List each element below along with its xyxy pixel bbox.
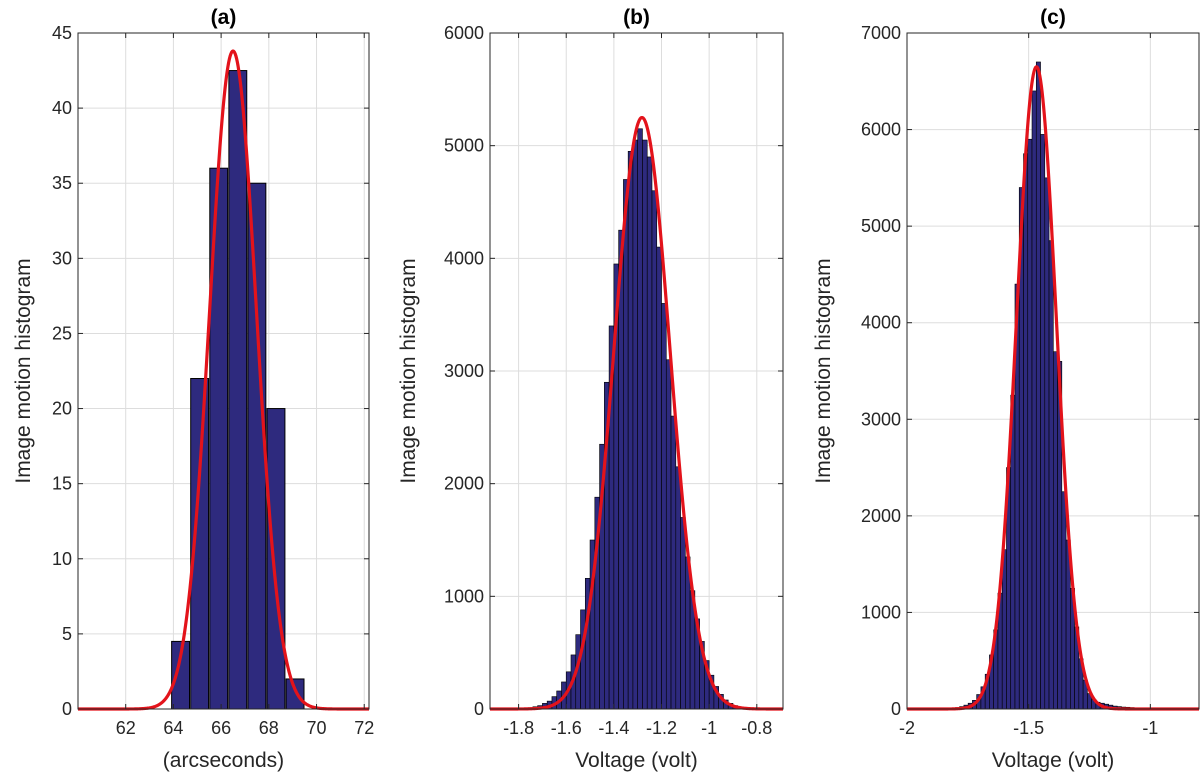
y-tick-label: 5000 xyxy=(861,216,901,236)
histogram-bar xyxy=(680,517,686,710)
y-tick-label: 15 xyxy=(52,474,72,494)
panel-title: (a) xyxy=(211,6,237,29)
histogram-bar xyxy=(637,128,643,710)
x-tick-label: -1.6 xyxy=(551,718,582,738)
y-tick-label: 7000 xyxy=(861,23,901,43)
y-tick-label: 35 xyxy=(52,173,72,193)
x-tick-label: -1 xyxy=(701,718,717,738)
y-tick-label: 40 xyxy=(52,98,72,118)
x-tick-label: -1.8 xyxy=(503,718,534,738)
gaussian-fit-line xyxy=(489,115,784,711)
x-tick-label: -1.4 xyxy=(598,718,629,738)
histogram-bar xyxy=(642,139,648,710)
y-tick-label: 1000 xyxy=(861,602,901,622)
panel-2: -1.8 -1.6 -1.4 -1.2 -1 -0.8 0 1000 2000 3000 4000 5… xyxy=(397,6,784,772)
y-tick-label: 4000 xyxy=(861,313,901,333)
y-tick-label: 3000 xyxy=(861,409,901,429)
y-tick-label: 3000 xyxy=(444,361,484,381)
histogram-bar xyxy=(1027,138,1033,710)
y-tick-label: 6000 xyxy=(861,120,901,140)
y-axis-label: Image motion histogram xyxy=(397,258,420,483)
y-tick-label: 1000 xyxy=(444,586,484,606)
histogram-bar xyxy=(285,678,305,710)
x-tick-label: -0.8 xyxy=(741,718,772,738)
x-tick-label: -1.2 xyxy=(646,718,677,738)
y-tick-label: 20 xyxy=(52,399,72,419)
panel-1: 62 64 66 68 70 72 0 5 10 15 20 25 30 35 40 45 (a) (arcsec… xyxy=(12,6,374,772)
histogram-bar xyxy=(1023,153,1029,710)
histogram-bar xyxy=(632,139,638,710)
y-tick-label: 4000 xyxy=(444,248,484,268)
histogram-bar xyxy=(656,246,662,710)
histogram-bar xyxy=(1040,134,1046,710)
histogram-bar xyxy=(618,229,624,710)
histogram-bar xyxy=(627,151,634,710)
histogram-bar xyxy=(665,359,672,710)
y-axis-label: Image motion histogram xyxy=(12,258,35,483)
x-tick-label: -2 xyxy=(899,718,915,738)
y-axis-label: Image motion histogram xyxy=(812,258,835,483)
y-tick-label: 0 xyxy=(474,699,484,719)
x-tick-label: -1.5 xyxy=(1013,718,1044,738)
y-tick-label: 0 xyxy=(891,699,901,719)
y-tick-label: 5 xyxy=(62,624,72,644)
histogram-bar xyxy=(1048,240,1054,710)
x-axis-label: (arcseconds) xyxy=(163,749,284,772)
x-tick-label: 64 xyxy=(163,718,183,738)
x-axis-label: Voltage (volt) xyxy=(575,749,698,772)
histogram-bar xyxy=(228,70,248,710)
x-tick-label: 62 xyxy=(116,718,136,738)
histogram-bar xyxy=(675,466,681,710)
histogram-bar xyxy=(1031,90,1037,710)
histogram-bar xyxy=(1044,177,1050,710)
histogram-bar xyxy=(1053,351,1058,710)
y-tick-label: 45 xyxy=(52,23,72,43)
histogram-bar xyxy=(266,408,286,710)
panel-title: (c) xyxy=(1040,6,1066,29)
x-tick-label: -1 xyxy=(1142,718,1158,738)
y-tick-label: 25 xyxy=(52,323,72,343)
y-tick-label: 5000 xyxy=(444,136,484,156)
x-tick-label: 68 xyxy=(259,718,279,738)
panel-title: (b) xyxy=(623,6,650,29)
axes-box xyxy=(77,32,370,710)
histogram-bar xyxy=(623,179,629,710)
y-tick-label: 6000 xyxy=(444,23,484,43)
axes-box xyxy=(906,32,1200,710)
y-tick-label: 0 xyxy=(62,699,72,719)
histogram-bar xyxy=(661,303,667,710)
histogram-bar xyxy=(646,156,653,710)
x-tick-label: 70 xyxy=(307,718,327,738)
histogram-bar xyxy=(580,609,586,710)
y-tick-label: 2000 xyxy=(444,474,484,494)
y-tick-label: 2000 xyxy=(861,506,901,526)
x-tick-label: 66 xyxy=(211,718,231,738)
histogram-bar xyxy=(685,556,691,710)
panel-3: -2 -1.5 -1 0 1000 2000 3000 4000 5000 6000 7000 (c)… xyxy=(812,6,1200,772)
y-tick-label: 10 xyxy=(52,549,72,569)
histogram-bar xyxy=(670,415,677,710)
x-tick-label: 72 xyxy=(354,718,374,738)
histogram-bar xyxy=(1035,61,1041,710)
histogram-bar xyxy=(1061,491,1067,710)
histogram-bar xyxy=(651,190,658,710)
x-axis-label: Voltage (volt) xyxy=(992,749,1115,772)
y-tick-label: 30 xyxy=(52,248,72,268)
